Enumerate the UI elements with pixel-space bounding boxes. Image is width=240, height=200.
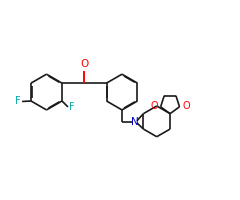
Text: O: O xyxy=(182,101,190,111)
Text: O: O xyxy=(150,101,158,111)
Text: F: F xyxy=(69,102,75,112)
Text: N: N xyxy=(131,117,139,127)
Text: F: F xyxy=(15,96,21,106)
Text: O: O xyxy=(80,59,88,69)
